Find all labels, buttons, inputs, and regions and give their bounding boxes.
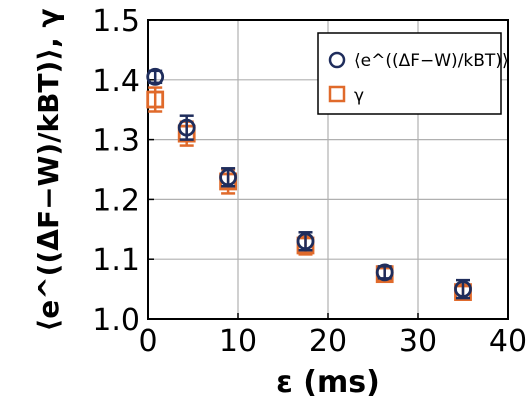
x-axis-label: ε (ms) <box>276 365 380 400</box>
data-point-circle <box>177 118 196 137</box>
y-tick-label: 1.5 <box>92 4 140 39</box>
x-tick-label: 0 <box>138 324 157 359</box>
y-tick-label: 1.4 <box>92 64 140 99</box>
legend-marker-square <box>328 85 346 103</box>
y-axis-label: ⟨e^((ΔF−W)/kBT)⟩, γ <box>32 8 65 331</box>
y-tick-label: 1.0 <box>92 303 140 338</box>
x-tick-label: 30 <box>399 324 437 359</box>
data-point-square <box>146 90 165 109</box>
data-point-circle <box>219 168 238 187</box>
y-tick-label: 1.3 <box>92 124 140 159</box>
x-tick-label: 20 <box>309 324 347 359</box>
x-tick-label: 10 <box>219 324 257 359</box>
y-tick-label: 1.2 <box>92 183 140 218</box>
legend-label-series-2: γ <box>354 86 364 106</box>
data-point-circle <box>375 263 394 282</box>
data-point-circle <box>296 232 315 251</box>
axis-ticks: 0 10 20 30 40 1.0 1.1 1.2 1.3 1.4 1.5 <box>92 4 527 359</box>
legend: ⟨e^((ΔF−W)/kBT)⟩ γ <box>317 32 509 115</box>
data-point-circle <box>454 280 472 299</box>
legend-box <box>317 32 502 115</box>
data-point-circle <box>146 67 165 86</box>
legend-label-series-1: ⟨e^((ΔF−W)/kBT)⟩ <box>354 51 509 71</box>
y-tick-label: 1.1 <box>92 243 140 278</box>
data-marks <box>146 67 472 301</box>
legend-marker-circle <box>328 51 346 69</box>
x-tick-label: 40 <box>489 324 527 359</box>
